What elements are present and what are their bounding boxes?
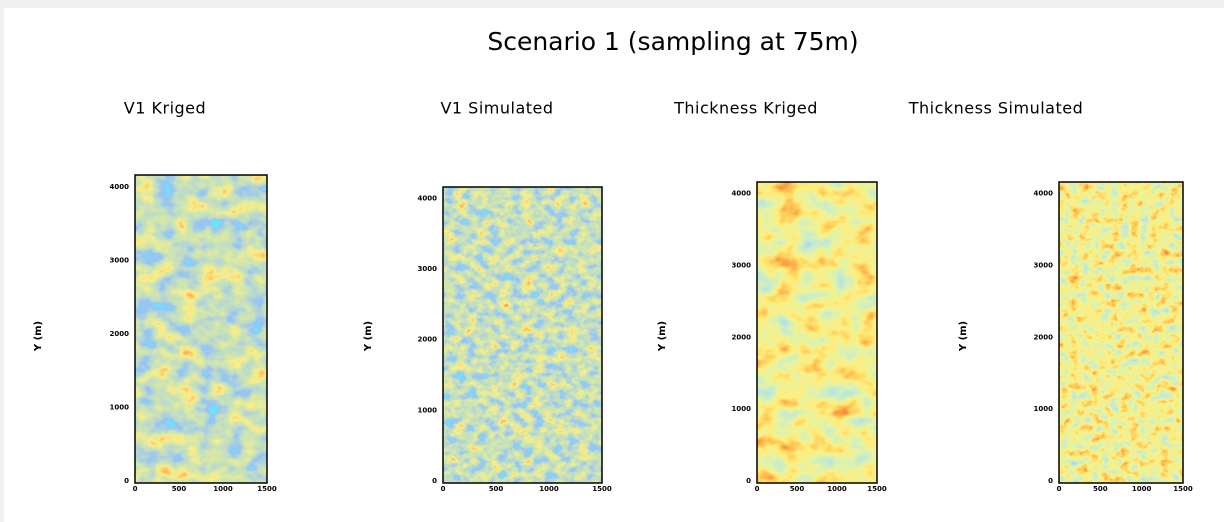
x-tick-label: 1000 [213, 485, 233, 493]
x-tick-label: 0 [133, 485, 138, 493]
y-tick-label: 4000 [732, 190, 752, 198]
x-tick-label: 1500 [1173, 485, 1193, 493]
slide: Scenario 1 (sampling at 75m) V1 Kriged 0 1… [0, 0, 1224, 522]
y-tick-label: 0 [124, 477, 129, 485]
y-tick-label: 2000 [732, 333, 752, 341]
x-tick-label: 0 [441, 485, 446, 493]
x-tick-label: 1500 [592, 485, 612, 493]
y-tick-label: 3000 [110, 256, 130, 264]
y-tick-label: 4000 [1034, 190, 1054, 198]
y-axis-label: Y (m) [33, 321, 44, 352]
y-tick-label: 4000 [418, 194, 438, 202]
y-tick-label: 1000 [732, 405, 752, 413]
panel-title: V1 Simulated [440, 99, 553, 118]
x-tick-label: 500 [1093, 485, 1108, 493]
slide-title: Scenario 1 (sampling at 75m) [487, 27, 858, 56]
y-tick-label: 1000 [110, 403, 130, 411]
x-tick-label: 1000 [1132, 485, 1152, 493]
x-tick-label: 500 [172, 485, 187, 493]
x-tick-label: 0 [755, 485, 760, 493]
x-tick-label: 500 [489, 485, 504, 493]
y-tick-label: 3000 [418, 265, 438, 273]
y-tick-label: 0 [432, 477, 437, 485]
panel-title: Thickness Kriged [673, 99, 818, 118]
panel-title: Thickness Simulated [908, 99, 1084, 118]
y-axis-label: Y (m) [657, 321, 668, 352]
heatmap [757, 182, 877, 483]
panel-title: V1 Kriged [124, 99, 206, 118]
x-tick-label: 0 [1057, 485, 1062, 493]
y-tick-label: 0 [746, 477, 751, 485]
y-tick-label: 2000 [110, 330, 130, 338]
y-tick-label: 4000 [110, 183, 130, 191]
x-tick-label: 1000 [539, 485, 559, 493]
heatmap [443, 187, 602, 483]
heatmap [1059, 182, 1183, 483]
x-tick-label: 500 [790, 485, 805, 493]
y-tick-label: 3000 [732, 261, 752, 269]
y-tick-label: 0 [1048, 477, 1053, 485]
x-tick-label: 1500 [867, 485, 887, 493]
y-tick-label: 1000 [418, 406, 438, 414]
x-tick-label: 1000 [827, 485, 847, 493]
x-tick-label: 1500 [257, 485, 277, 493]
y-tick-label: 2000 [1034, 333, 1054, 341]
y-tick-label: 2000 [418, 336, 438, 344]
y-axis-label: Y (m) [958, 321, 969, 352]
y-tick-label: 3000 [1034, 261, 1054, 269]
y-axis-label: Y (m) [363, 321, 374, 352]
heatmap [135, 175, 267, 483]
y-tick-label: 1000 [1034, 405, 1054, 413]
